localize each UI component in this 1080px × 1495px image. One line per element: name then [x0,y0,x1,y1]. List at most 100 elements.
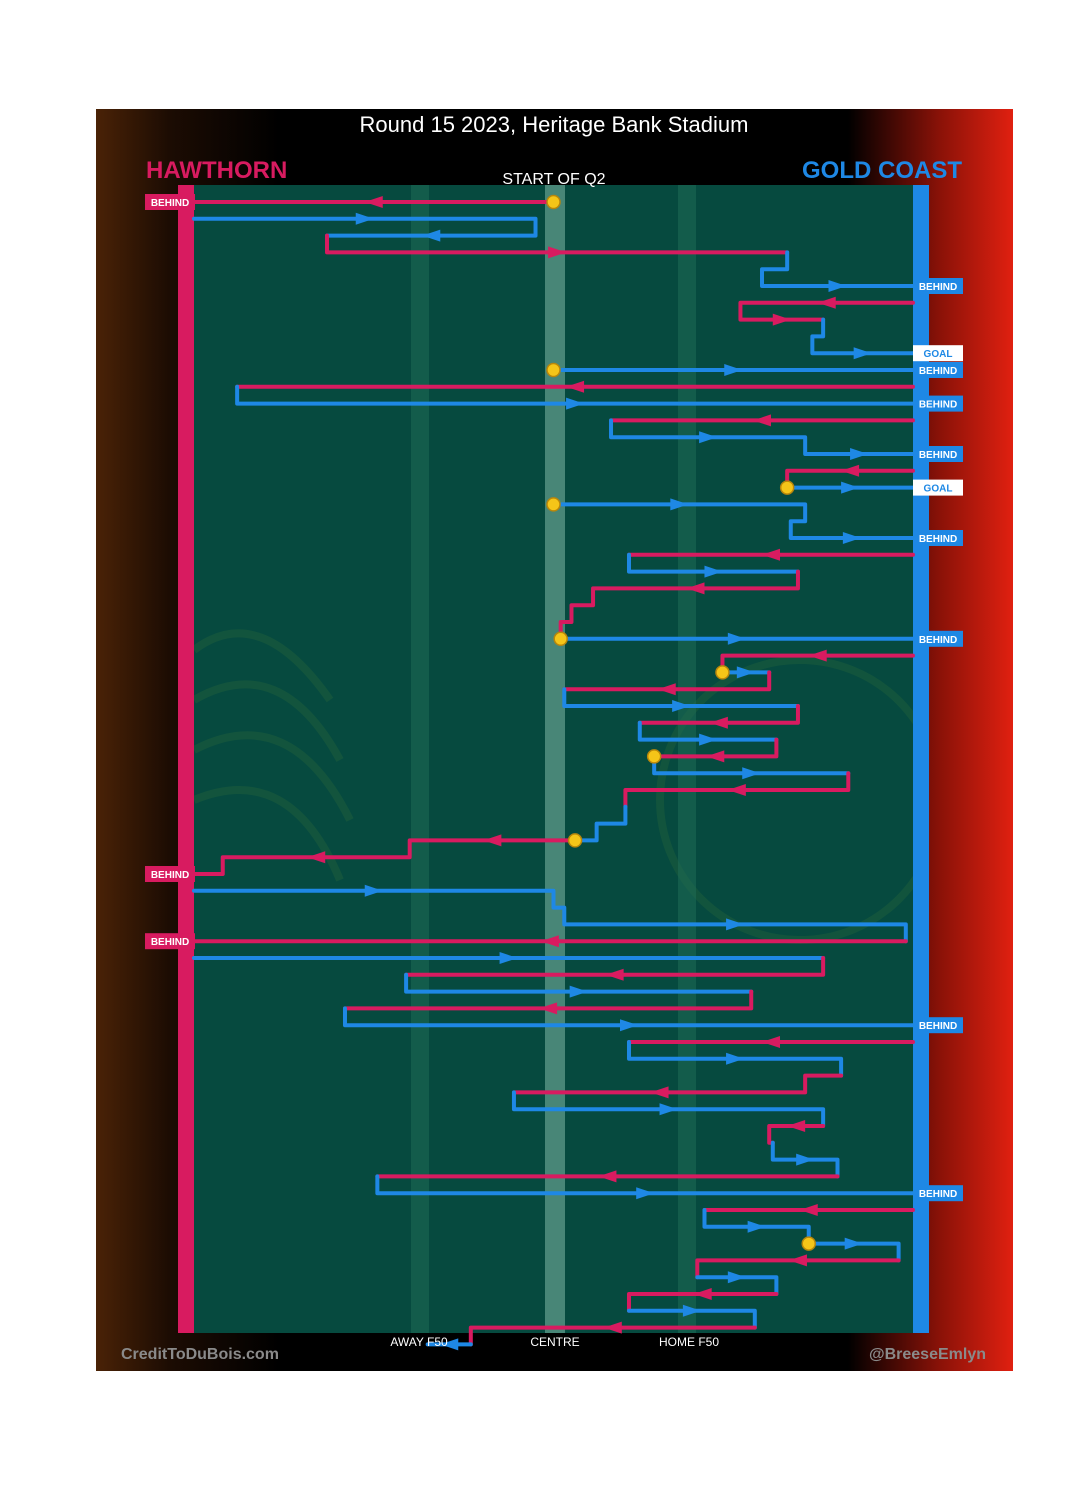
chain-24-arrow-1 [706,750,725,763]
chain-10-arrow-1 [699,431,718,444]
chain-47 [695,1258,901,1280]
chain-2-arrow-1 [548,246,567,259]
chain-6-start-marker [546,362,561,378]
chain-15 [626,552,800,574]
centre-line [545,185,565,1333]
chain-36-arrow-0 [761,1036,780,1048]
chain-43 [375,1174,915,1196]
chain-10 [609,418,915,456]
chain-layer [192,196,915,1351]
score-label-text-17: BEHIND [919,635,957,646]
chain-28-arrow-0 [483,834,502,847]
chain-2 [325,233,790,255]
chain-29-arrow-0 [364,884,383,897]
score-label-6 [913,362,963,378]
team-left-name: HAWTHORN [146,157,287,184]
chain-43-arrow-1 [636,1187,655,1200]
chain-5-arrow-3 [853,347,872,360]
chain-13 [551,502,915,540]
chain-13-arrow-4 [842,532,861,544]
chain-33 [404,972,754,994]
credit-left: CreditToDuBois.com [121,1346,279,1363]
score-label-30 [145,933,195,950]
away-f50-line [411,185,429,1333]
chain-17-arrow-0 [727,632,746,645]
chain-21 [562,687,800,708]
chain-26-arrow-1 [727,784,746,796]
chain-1-arrow-2 [422,229,441,242]
chain-46-arrow-0 [844,1237,863,1250]
chain-8 [235,384,915,406]
chain-13-start-marker [546,497,561,512]
chain-35-arrow-1 [619,1019,638,1032]
chain-31-arrow-0 [499,952,518,964]
chain-40-arrow-0 [787,1120,806,1132]
chain-8-arrow-1 [566,397,585,410]
chain-22 [637,704,800,725]
score-label-text-0: BEHIND [151,198,189,209]
chain-18-end-marker [715,665,730,680]
chain-42-arrow-0 [598,1170,617,1183]
chain-10-arrow-3 [850,448,869,460]
chain-1-arrow-0 [355,212,374,225]
score-label-17 [913,630,963,647]
chain-46-start-marker [801,1236,816,1251]
chain-46 [806,1241,901,1263]
chain-25-arrow-1 [742,767,761,780]
chain-49 [626,1292,779,1313]
chain-48 [695,1275,779,1296]
chain-50-arrow-0 [682,1304,701,1317]
chain-48-arrow-0 [727,1271,746,1284]
chain-11-arrow-0 [841,464,860,477]
chain-45-arrow-1 [747,1220,766,1233]
chain-9-arrow-0 [753,414,772,427]
score-label-8 [913,395,963,412]
x-tick-label-home: HOME F50 [659,1335,719,1349]
chain-12-arrow-0 [841,481,860,494]
chain-23-arrow-1 [699,733,718,746]
score-label-text-28: BEHIND [151,870,189,881]
score-label-text-6: BEHIND [919,366,957,377]
score-label-text-13: BEHIND [919,534,957,545]
chain-44-arrow-0 [799,1204,818,1216]
chain-3-arrow-3 [828,280,847,292]
chain-41-arrow-1 [796,1153,815,1166]
chain-28-start-marker [567,833,583,848]
chain-0-arrow-0 [364,196,383,208]
chain-7-arrow-0 [566,380,585,393]
chain-49-arrow-0 [693,1288,712,1300]
credit-right: @BreeseEmlyn [869,1346,986,1363]
score-label-10 [913,446,963,462]
home-f50-line [678,185,696,1333]
chain-27 [573,804,628,843]
chain-6-arrow-0 [724,364,743,376]
chain-32-arrow-1 [605,968,624,981]
chain-13-arrow-0 [670,498,689,511]
chain-37-arrow-1 [726,1052,745,1065]
chain-24 [652,737,779,759]
chain-16 [558,569,800,641]
chain-0-start-marker [546,194,561,210]
team-right-name: GOLD COAST [802,157,962,184]
chart-title: Round 15 2023, Heritage Bank Stadium [360,112,749,137]
chain-18-arrow-0 [808,649,827,662]
score-label-12 [913,479,963,496]
hawthorn-goal-bar [178,185,194,1333]
x-tick-label-centre: CENTRE [530,1335,579,1349]
quarter-label: START OF Q2 [502,171,605,188]
score-label-text-5: GOAL [924,349,953,360]
score-label-0 [145,194,195,210]
chain-51 [468,1325,757,1347]
chain-29 [192,888,908,944]
score-label-text-43: BEHIND [919,1189,957,1200]
score-label-text-8: BEHIND [919,400,957,411]
chain-34-arrow-1 [539,1002,558,1015]
score-label-5 [913,345,963,362]
chain-20 [562,670,772,692]
chain-4-arrow-0 [817,296,836,309]
chain-38-arrow-2 [650,1086,669,1099]
score-label-text-12: GOAL [924,484,953,495]
chain-11-end-marker [779,480,795,495]
chain-25-start-marker [646,749,662,764]
